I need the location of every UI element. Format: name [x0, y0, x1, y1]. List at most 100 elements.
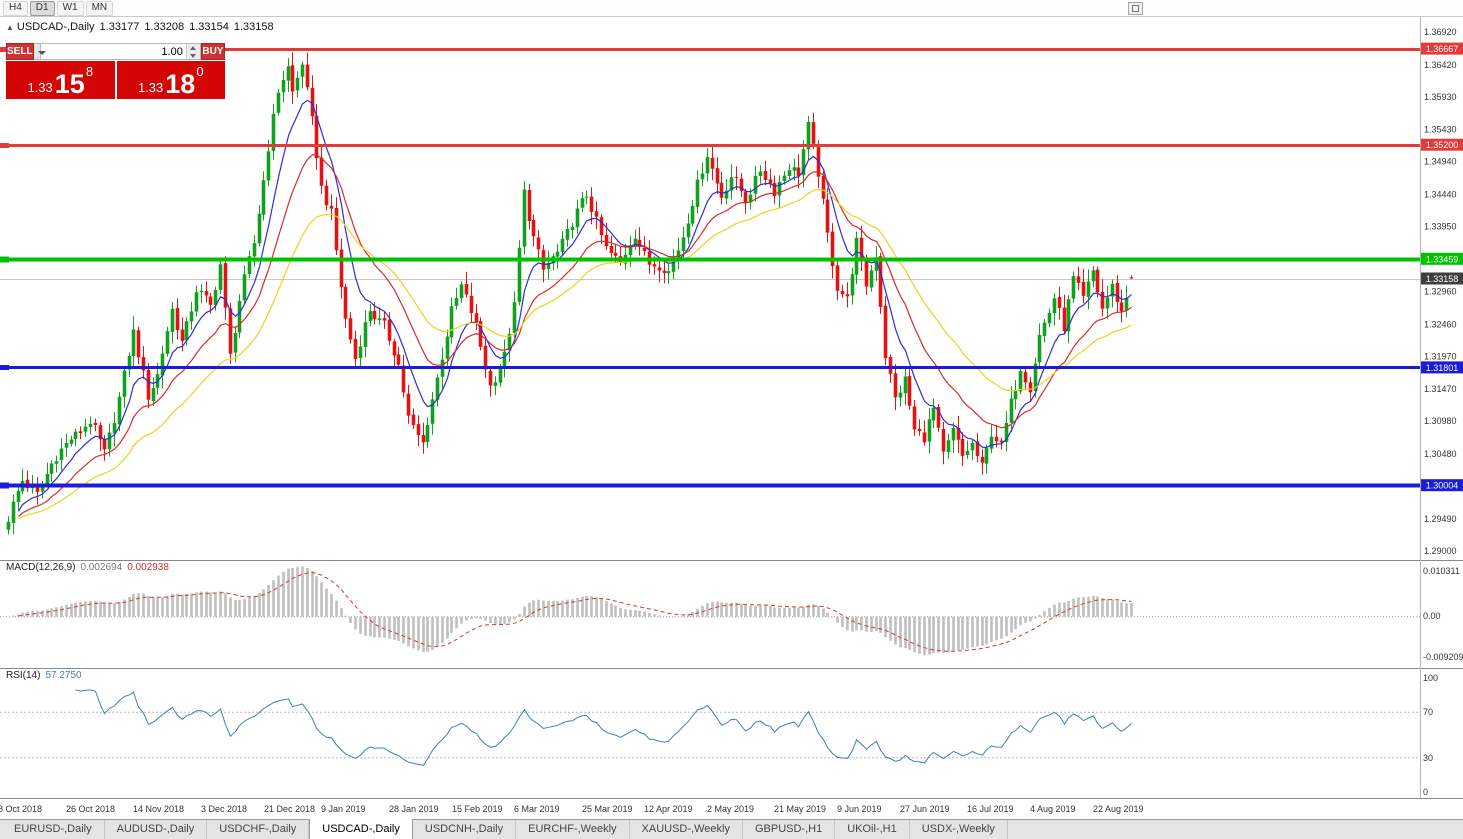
buy-price-prefix: 1.33 [137, 80, 164, 96]
svg-text:1.34440: 1.34440 [1424, 190, 1457, 200]
timeframe-button-mn[interactable]: MN [85, 0, 114, 16]
svg-text:1.30980: 1.30980 [1424, 416, 1457, 426]
volume-options-button[interactable] [33, 43, 47, 60]
time-axis-label: 27 Jun 2019 [900, 804, 950, 814]
volume-input[interactable] [40, 44, 186, 59]
rsi-axis-70: 70 [1423, 707, 1434, 717]
svg-text:1.29000: 1.29000 [1424, 546, 1457, 556]
volume-increase-button[interactable] [186, 44, 200, 52]
chart-title: ▲ USDCAD-,Daily 1.33177 1.33208 1.33154 1.331… [6, 21, 274, 33]
svg-text:1.30480: 1.30480 [1424, 449, 1457, 459]
buy-price-big: 18 [165, 69, 196, 100]
time-axis-label: 4 Aug 2019 [1030, 804, 1076, 814]
volume-field [40, 43, 201, 60]
symbol-tab[interactable]: USDCHF-,Daily [207, 820, 310, 839]
symbol-tab[interactable]: USDCNH-,Daily [413, 820, 517, 839]
macd-value: 0.002694 [80, 562, 123, 573]
time-axis-label: 22 Aug 2019 [1093, 804, 1144, 814]
svg-text:1.30004: 1.30004 [1426, 481, 1459, 491]
svg-text:1.33459: 1.33459 [1426, 254, 1459, 264]
buy-price-sup: 0 [196, 64, 204, 79]
sell-button[interactable]: SELL [6, 43, 34, 60]
time-axis-label: 14 Nov 2018 [133, 804, 185, 814]
symbol-tab[interactable]: EURUSD-,Daily [2, 820, 105, 839]
svg-text:1.36420: 1.36420 [1424, 60, 1457, 70]
rsi-axis-0: 0 [1423, 787, 1429, 797]
rsi-axis-30: 30 [1423, 753, 1434, 763]
time-axis-label: 12 Apr 2019 [644, 804, 693, 814]
svg-text:1.31801: 1.31801 [1426, 363, 1459, 373]
macd-signal-value: 0.002938 [127, 562, 169, 573]
sell-price-display[interactable]: 1.33 15 8 [6, 61, 115, 99]
symbol-tab[interactable]: USDCAD-,Daily [309, 819, 413, 839]
time-axis-label: 6 Mar 2019 [514, 804, 560, 814]
open-value: 1.33177 [99, 21, 140, 33]
time-axis-label: 3 Dec 2018 [201, 804, 248, 814]
symbol-tab[interactable]: AUDUSD-,Daily [105, 820, 208, 839]
sell-price-sup: 8 [85, 64, 94, 79]
sell-price-big: 15 [54, 69, 85, 100]
volume-spinner [185, 44, 200, 59]
sell-price-prefix: 1.33 [27, 80, 53, 96]
macd-name: MACD(12,26,9) [6, 562, 76, 573]
time-axis-label: 8 Oct 2018 [0, 804, 43, 814]
rsi-name: RSI(14) [6, 670, 41, 681]
timeframe-button-h4[interactable]: H4 [3, 0, 28, 16]
rsi-axis-100: 100 [1423, 673, 1439, 683]
collapse-arrow-icon: ▲ [6, 23, 14, 32]
main-price-pane[interactable]: 1.36920 1.36420 1.35930 1.35430 1.34940 1.344… [0, 17, 1463, 560]
buy-button[interactable]: BUY [200, 43, 225, 60]
rsi-value: 57.2750 [45, 670, 82, 681]
time-axis-label: 16 Jul 2019 [967, 804, 1014, 814]
macd-axis-zero: 0.00 [1423, 611, 1441, 621]
timeframe-button-w1[interactable]: W1 [56, 0, 84, 16]
time-axis-label: 28 Jan 2019 [389, 804, 439, 814]
svg-text:1.33158: 1.33158 [1426, 274, 1459, 284]
svg-text:1.35930: 1.35930 [1424, 92, 1457, 102]
time-axis[interactable]: 8 Oct 2018 26 Oct 2018 14 Nov 2018 3 Dec 20… [0, 798, 1463, 819]
symbol-tab[interactable]: UKOil-,H1 [835, 820, 910, 839]
time-axis-label: 26 Oct 2018 [66, 804, 116, 814]
svg-text:1.34940: 1.34940 [1424, 157, 1457, 167]
macd-pane[interactable] [0, 560, 1463, 668]
time-axis-label: 2 May 2019 [707, 804, 755, 814]
svg-text:1.36920: 1.36920 [1424, 27, 1457, 37]
time-axis-label: 9 Jun 2019 [837, 804, 882, 814]
symbol-tab[interactable]: USDX-,Weekly [910, 820, 1008, 839]
svg-text:1.35430: 1.35430 [1424, 125, 1457, 135]
macd-label: MACD(12,26,9) 0.002694 0.002938 [6, 562, 169, 573]
timeframe-button-d1[interactable]: D1 [29, 0, 55, 16]
macd-axis-min: -0.0092093 [1423, 652, 1463, 662]
close-value: 1.33158 [233, 21, 274, 33]
macd-axis-max: 0.010311 [1423, 566, 1460, 576]
timeframe-toolbar: H4 D1 W1 MN [0, 0, 1463, 17]
symbol-tab[interactable]: GBPUSD-,H1 [743, 820, 836, 839]
symbol-tab[interactable]: XAUUSD-,Weekly [630, 820, 743, 839]
chart-tabs-bar: EURUSD-,Daily AUDUSD-,Daily USDCHF-,Daily U… [0, 819, 1463, 839]
symbol-tab[interactable]: EURCHF-,Weekly [516, 820, 630, 839]
svg-text:1.31470: 1.31470 [1424, 384, 1457, 394]
buy-price-display[interactable]: 1.33 18 0 [116, 61, 225, 100]
timeframe-buttons: H4 D1 W1 MN [3, 0, 115, 16]
svg-text:1.32960: 1.32960 [1424, 287, 1457, 297]
chart-window: 1.36920 1.36420 1.35930 1.35430 1.34940 1.344… [0, 17, 1463, 819]
time-axis-label: 21 Dec 2018 [264, 804, 316, 814]
time-axis-label: 21 May 2019 [774, 804, 827, 814]
svg-text:1.36667: 1.36667 [1426, 44, 1459, 54]
time-axis-label: 15 Feb 2019 [452, 804, 503, 814]
svg-text:1.35200: 1.35200 [1426, 140, 1459, 150]
symbol-name: USDCAD-,Daily [16, 21, 95, 33]
high-value: 1.33208 [144, 21, 185, 33]
window-dock-icon[interactable] [1128, 2, 1143, 15]
rsi-pane[interactable] [0, 668, 1463, 798]
rsi-label: RSI(14) 57.2750 [6, 670, 82, 681]
svg-text:1.32460: 1.32460 [1424, 319, 1457, 329]
svg-text:1.29490: 1.29490 [1424, 514, 1457, 524]
time-axis-label: 25 Mar 2019 [582, 804, 633, 814]
svg-text:1.31970: 1.31970 [1424, 351, 1457, 361]
time-axis-label: 9 Jan 2019 [321, 804, 366, 814]
svg-text:1.33950: 1.33950 [1424, 222, 1457, 232]
low-value: 1.33154 [189, 21, 229, 33]
volume-decrease-button[interactable] [186, 51, 200, 59]
